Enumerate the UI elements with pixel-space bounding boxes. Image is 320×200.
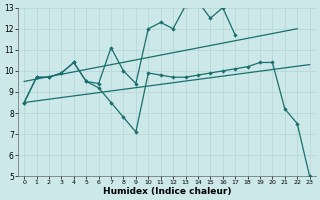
X-axis label: Humidex (Indice chaleur): Humidex (Indice chaleur) <box>103 187 231 196</box>
